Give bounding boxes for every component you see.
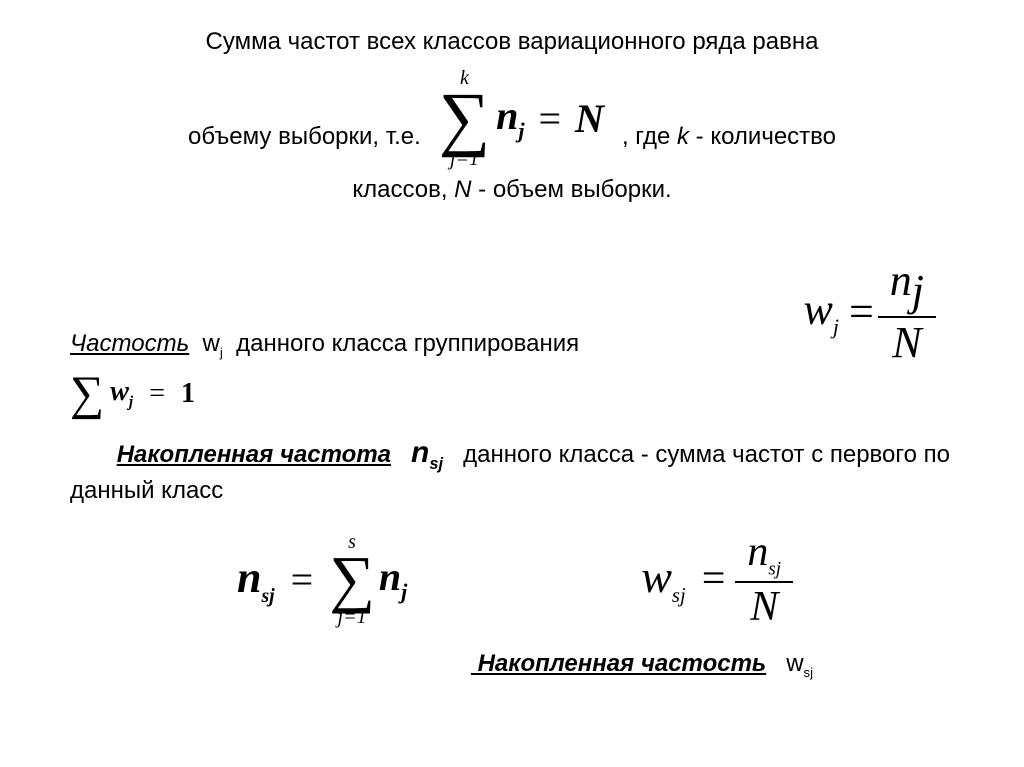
equals-sign: = bbox=[285, 556, 320, 603]
fraction-numerator: nj bbox=[884, 258, 930, 314]
term-N: N bbox=[575, 95, 604, 142]
w-sub-sj: wsj bbox=[786, 650, 813, 677]
equals-sign: = bbox=[698, 555, 730, 603]
sigma-icon: ∑ bbox=[329, 552, 375, 606]
sum-lower: j=1 bbox=[338, 607, 367, 627]
row-sum-wj-1: ∑ wj = 1 bbox=[60, 372, 964, 415]
nsj-rhs: s ∑ j=1 nj bbox=[329, 532, 407, 626]
row-sum-equals-N: объему выборки, т.е. k ∑ j=1 nj = N , гд… bbox=[60, 68, 964, 169]
formula-wj-equals-nj-over-N: wj = nj N bbox=[803, 258, 930, 366]
sigma-icon: ∑ bbox=[439, 88, 490, 149]
tail-where-k: , где k - количество bbox=[622, 120, 836, 169]
fraction-denominator: N bbox=[886, 320, 927, 366]
term-nj: nj bbox=[496, 92, 524, 144]
page-root: Сумма частот всех классов вариационного … bbox=[0, 0, 1024, 767]
fraction-numerator: nsj bbox=[741, 530, 787, 579]
term-one: 1 bbox=[181, 378, 195, 410]
term-nj: nj bbox=[379, 553, 407, 605]
lead-volume: объему выборки, т.е. bbox=[188, 120, 421, 169]
fraction-bar bbox=[735, 581, 793, 583]
formula-nsj-equals-sum-nj: nsj = s ∑ j=1 nj bbox=[237, 532, 407, 626]
sigma-icon: ∑ bbox=[70, 372, 104, 415]
chastost-label: Частость wj данного класса группирования bbox=[70, 327, 579, 366]
para-cumulative-freq: Накопленная частота nsj данного класса -… bbox=[60, 433, 964, 508]
sum-lower: j=1 bbox=[450, 149, 479, 169]
sum-symbol: s ∑ j=1 bbox=[329, 532, 375, 626]
line-1: Сумма частот всех классов вариационного … bbox=[60, 25, 964, 60]
equals-sign: = bbox=[530, 95, 569, 142]
formula-sum-nj-equals-N: k ∑ j=1 nj = N bbox=[439, 68, 604, 169]
fraction-denominator: N bbox=[744, 585, 784, 629]
wsj-lhs: wsj bbox=[641, 550, 686, 608]
sum-symbol: k ∑ j=1 bbox=[439, 68, 490, 169]
text-classes-N-volume: классов, N - объем выборки. bbox=[352, 176, 671, 203]
fraction-nsj-over-N: nsj N bbox=[741, 530, 787, 629]
equals-sign: = bbox=[849, 286, 874, 337]
line-cumulative-chastost: Накопленная частость wsj bbox=[60, 647, 964, 682]
nsj-lhs: nsj bbox=[237, 552, 275, 608]
line-3: классов, N - объем выборки. bbox=[60, 173, 964, 208]
fraction-nj-over-N: nj N bbox=[884, 258, 930, 366]
term-wj: wj bbox=[110, 376, 133, 412]
row-two-formulas: nsj = s ∑ j=1 nj wsj = nsj bbox=[120, 530, 904, 629]
w-sub-j: wj bbox=[203, 330, 223, 357]
text-sum-of-freqs: Сумма частот всех классов вариационного … bbox=[206, 28, 819, 55]
n-sub-sj: nsj bbox=[411, 436, 443, 469]
equals-sign: = bbox=[139, 378, 175, 410]
formula-wsj-equals-nsj-over-N: wsj = nsj N bbox=[641, 530, 787, 629]
row-chastost: Частость wj данного класса группирования… bbox=[60, 258, 964, 366]
formula-sum-wj-equals-1: ∑ wj = 1 bbox=[70, 372, 195, 415]
wj-lhs: wj bbox=[803, 284, 838, 340]
